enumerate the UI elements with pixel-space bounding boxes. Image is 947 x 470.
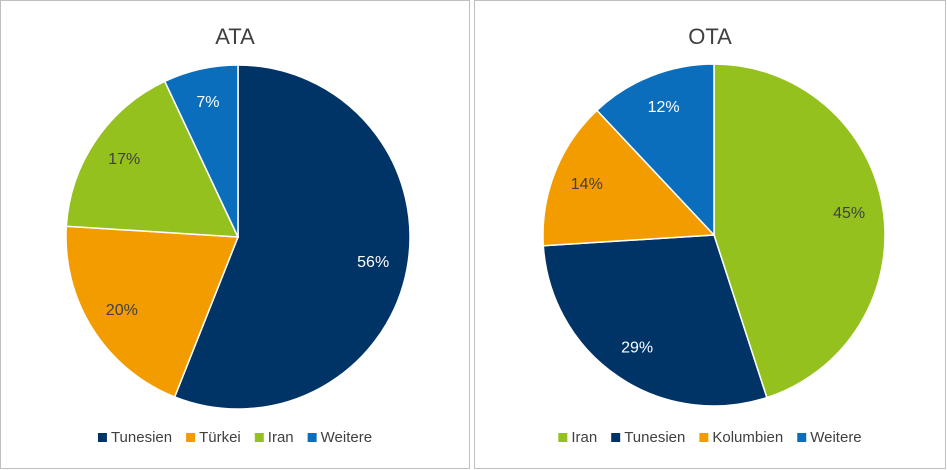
pie-slice: [173, 64, 411, 410]
pie-slice: [595, 63, 715, 237]
data-label: 29%: [621, 339, 653, 356]
pie-slice: [163, 64, 239, 238]
pie-slice: [542, 234, 768, 407]
legend-label: Tunesien: [111, 429, 172, 446]
legend-label: Iran: [268, 429, 294, 446]
legend-swatch: [254, 433, 264, 442]
pie-slice: [65, 80, 240, 238]
legend-swatch: [611, 433, 621, 442]
data-label: 56%: [357, 254, 389, 271]
data-label: 17%: [108, 151, 140, 168]
data-label: 20%: [106, 302, 138, 319]
data-label: 14%: [571, 176, 603, 193]
legend-label: Kolumbien: [712, 429, 783, 446]
legend: Tunesien Türkei Iran Weitere: [97, 429, 372, 446]
legend-swatch: [307, 433, 317, 442]
legend-swatch: [97, 433, 107, 442]
legend: Iran Tunesien Kolumbien Weitere: [558, 429, 862, 446]
chart-title: OTA: [688, 24, 732, 49]
data-label: 45%: [833, 205, 865, 222]
legend-swatch: [558, 433, 568, 442]
legend-swatch: [797, 433, 807, 442]
legend-swatch: [186, 433, 196, 442]
pie-slice: [713, 63, 886, 399]
legend-label: Tunesien: [624, 429, 685, 446]
pie-slice: [542, 109, 716, 247]
pie-slice: [65, 225, 240, 398]
legend-label: Weitere: [810, 429, 861, 446]
legend-swatch: [699, 433, 709, 442]
data-label: 12%: [648, 99, 680, 116]
chart-title: ATA: [215, 24, 255, 49]
legend-label: Weitere: [321, 429, 372, 446]
legend-label: Iran: [571, 429, 597, 446]
data-label: 7%: [196, 94, 219, 111]
legend-label: Türkei: [199, 429, 241, 446]
